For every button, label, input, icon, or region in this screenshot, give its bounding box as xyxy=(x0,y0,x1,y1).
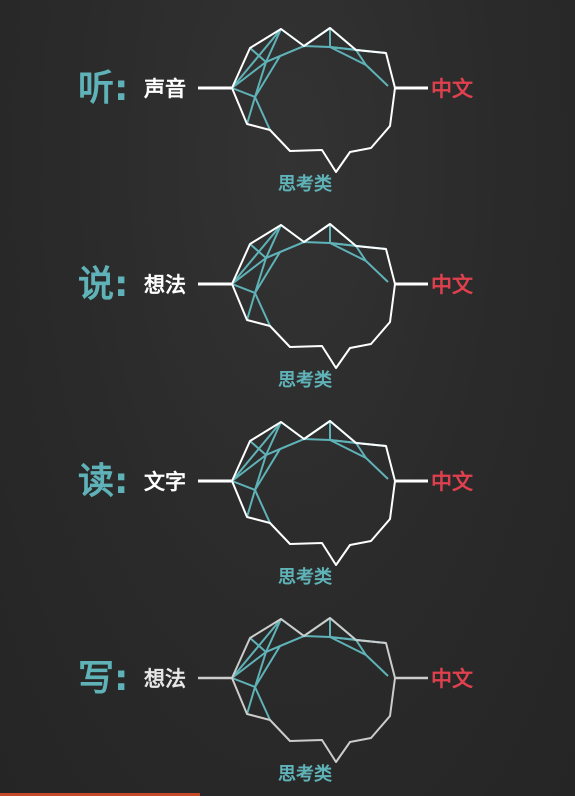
network-link xyxy=(231,677,256,688)
network-link xyxy=(249,243,267,259)
brain-outline xyxy=(231,617,396,763)
output-label: 中文 xyxy=(431,667,473,691)
network-link xyxy=(231,223,387,285)
network-link xyxy=(254,686,271,721)
think-label: 思考类 xyxy=(278,370,332,391)
input-label: 声音 xyxy=(144,77,186,101)
input-label: 文字 xyxy=(144,470,186,494)
bottom-accent-line xyxy=(0,793,200,796)
brain-outline-icon xyxy=(198,223,428,369)
think-label: 思考类 xyxy=(278,567,332,588)
network-link xyxy=(329,46,367,66)
network-link xyxy=(254,292,271,327)
verb-label: 写: xyxy=(78,658,129,699)
row-speak: 说: 想法 中文 思考类 xyxy=(0,196,575,392)
network-link xyxy=(249,47,267,63)
network-link xyxy=(355,245,389,283)
row-write: 写: 想法 中文 思考类 xyxy=(0,590,575,786)
output-label: 中文 xyxy=(431,470,473,494)
verb-label: 读: xyxy=(78,461,129,502)
brain-outline-icon xyxy=(198,420,428,566)
verb-label: 听: xyxy=(78,68,129,109)
network-link xyxy=(249,637,267,653)
network-link xyxy=(254,448,281,491)
row-listen: 听: 声音 中文 思考类 xyxy=(0,0,575,196)
network-link xyxy=(254,55,281,98)
network-link xyxy=(254,96,271,131)
network-link xyxy=(231,480,256,491)
network-link xyxy=(329,636,367,656)
network-link xyxy=(355,639,389,677)
network-link xyxy=(231,617,387,679)
network-link xyxy=(254,251,281,294)
output-label: 中文 xyxy=(431,77,473,101)
brain-outline xyxy=(231,223,396,369)
think-label: 思考类 xyxy=(278,764,332,785)
brain-outline-icon xyxy=(198,27,428,173)
network-link xyxy=(231,420,387,482)
input-label: 想法 xyxy=(144,273,186,297)
network-link xyxy=(249,440,267,456)
brain-outline-icon xyxy=(198,617,428,763)
network-link xyxy=(355,442,389,480)
input-label: 想法 xyxy=(144,667,186,691)
network-link xyxy=(231,87,256,98)
verb-label: 说: xyxy=(78,264,129,305)
network-link xyxy=(231,27,387,89)
network-link xyxy=(254,489,271,524)
network-link xyxy=(254,645,281,688)
network-link xyxy=(329,242,367,262)
network-link xyxy=(355,49,389,87)
brain-outline xyxy=(231,27,396,173)
row-read: 读: 文字 中文 思考类 xyxy=(0,393,575,589)
output-label: 中文 xyxy=(431,273,473,297)
brain-outline xyxy=(231,420,396,566)
network-link xyxy=(329,439,367,459)
network-link xyxy=(231,283,256,294)
think-label: 思考类 xyxy=(278,174,332,195)
